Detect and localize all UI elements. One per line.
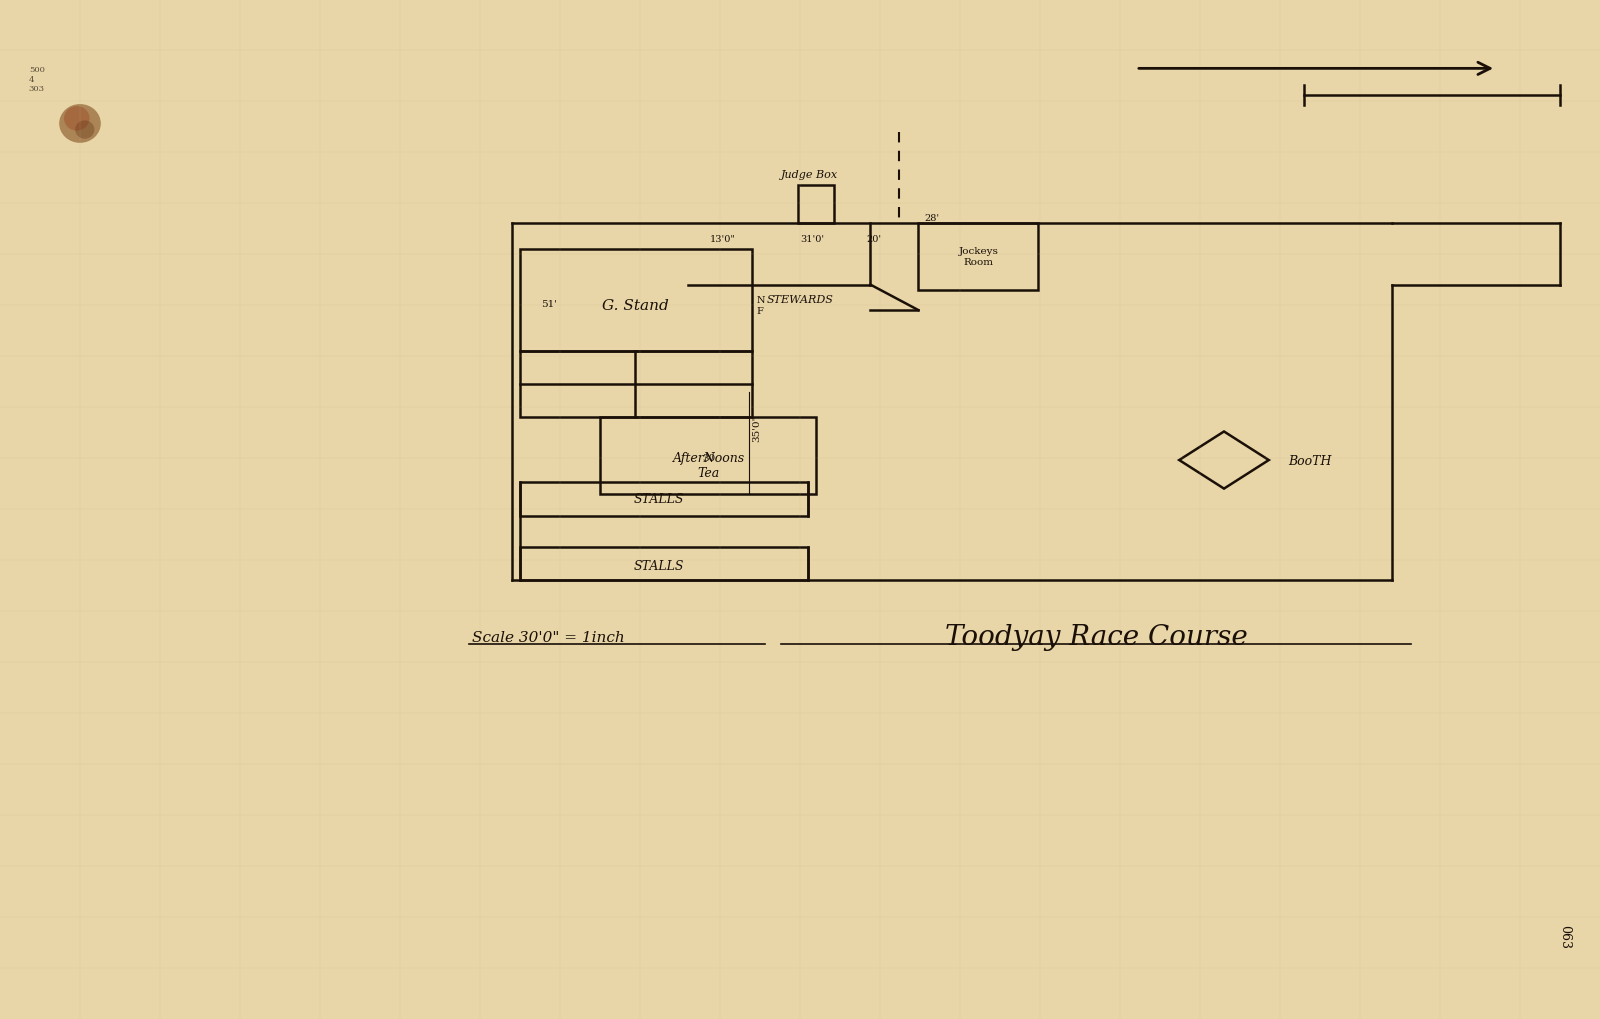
Text: STALLS: STALLS: [634, 493, 685, 505]
Text: AfterNoons
Tea: AfterNoons Tea: [672, 451, 746, 480]
Ellipse shape: [75, 121, 94, 140]
Text: Jockeys
Room: Jockeys Room: [958, 247, 998, 267]
Text: 31'0': 31'0': [800, 235, 826, 244]
Text: 28': 28': [925, 214, 939, 222]
Bar: [520, 250, 752, 352]
Text: BooTH: BooTH: [1288, 454, 1331, 467]
Text: STEWARDS: STEWARDS: [766, 294, 834, 305]
Bar: [600, 418, 816, 494]
Bar: [520, 483, 808, 517]
Text: 063: 063: [1558, 923, 1571, 948]
Text: Scale 30'0" = 1inch: Scale 30'0" = 1inch: [472, 630, 624, 644]
Text: 30: 30: [702, 453, 715, 463]
Text: Judge Box: Judge Box: [781, 170, 838, 180]
Bar: [520, 352, 752, 418]
Text: 20': 20': [866, 235, 882, 244]
Text: 35'0": 35'0": [752, 415, 762, 441]
Text: STALLS: STALLS: [634, 559, 685, 572]
Text: N
F: N F: [757, 296, 765, 316]
Bar: [520, 547, 808, 581]
Text: G. Stand: G. Stand: [602, 299, 669, 313]
Bar: [798, 185, 834, 224]
Text: 13'0": 13'0": [710, 235, 736, 244]
Text: 51': 51': [541, 300, 557, 309]
Ellipse shape: [59, 105, 101, 144]
Ellipse shape: [64, 107, 90, 131]
Text: Toodyay Race Course: Toodyay Race Course: [944, 624, 1248, 650]
Bar: [918, 224, 1038, 290]
Text: 500
4
303: 500 4 303: [29, 66, 45, 93]
